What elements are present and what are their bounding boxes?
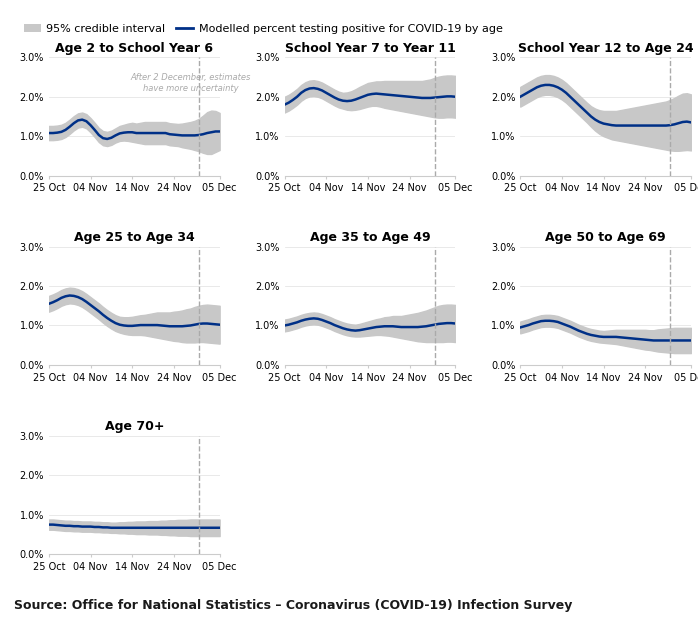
Title: Age 35 to Age 49: Age 35 to Age 49	[310, 231, 430, 244]
Text: After 2 December, estimates
have more uncertainty: After 2 December, estimates have more un…	[131, 73, 251, 92]
Title: Age 25 to Age 34: Age 25 to Age 34	[74, 231, 195, 244]
Title: Age 50 to Age 69: Age 50 to Age 69	[545, 231, 666, 244]
Title: School Year 12 to Age 24: School Year 12 to Age 24	[518, 42, 693, 55]
Text: Source: Office for National Statistics – Coronavirus (COVID-19) Infection Survey: Source: Office for National Statistics –…	[14, 599, 572, 612]
Title: School Year 7 to Year 11: School Year 7 to Year 11	[285, 42, 455, 55]
Title: Age 2 to School Year 6: Age 2 to School Year 6	[55, 42, 214, 55]
Title: Age 70+: Age 70+	[105, 420, 164, 433]
Legend: 95% credible interval, Modelled percent testing positive for COVID-19 by age: 95% credible interval, Modelled percent …	[20, 19, 507, 38]
